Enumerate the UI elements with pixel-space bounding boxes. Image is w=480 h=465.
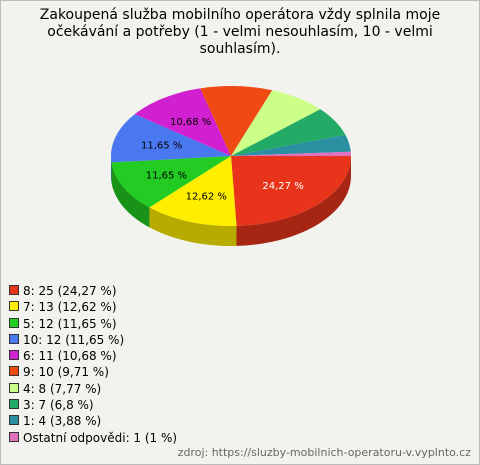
legend-label: 6: 11 (10,68 %) bbox=[23, 349, 117, 364]
pie-chart: 24,27 % 12,62 % 11,65 % 11,65 % 10,68 % bbox=[111, 86, 351, 246]
legend-item: Ostatní odpovědi: 1 (1 %) bbox=[9, 430, 177, 446]
legend-label: 7: 13 (12,62 %) bbox=[23, 300, 117, 315]
legend-item: 5: 12 (11,65 %) bbox=[9, 316, 177, 332]
slice bbox=[231, 151, 351, 156]
legend-label: 5: 12 (11,65 %) bbox=[23, 316, 117, 331]
slice bbox=[231, 156, 351, 226]
legend-label: 10: 12 (11,65 %) bbox=[23, 332, 125, 347]
source: zdroj: https://sluzby-mobilnich-operator… bbox=[177, 446, 471, 459]
slice-side bbox=[111, 156, 112, 183]
slice-label: 24,27 % bbox=[262, 181, 303, 192]
slice-side bbox=[236, 156, 351, 246]
slice bbox=[200, 86, 273, 156]
slice-label: 10,68 % bbox=[170, 117, 211, 128]
slice-label: 11,65 % bbox=[146, 171, 187, 182]
legend-swatch bbox=[9, 431, 19, 442]
legend-item: 3: 7 (6,8 %) bbox=[9, 397, 177, 413]
legend-item: 10: 12 (11,65 %) bbox=[9, 332, 177, 348]
legend-item: 1: 4 (3,88 %) bbox=[9, 413, 177, 429]
legend-item: 7: 13 (12,62 %) bbox=[9, 299, 177, 315]
legend-swatch bbox=[9, 333, 19, 344]
legend-label: Ostatní odpovědi: 1 (1 %) bbox=[23, 430, 178, 445]
slice bbox=[149, 156, 237, 226]
legend-swatch bbox=[9, 366, 19, 377]
legend-label: 3: 7 (6,8 %) bbox=[23, 398, 94, 413]
legend-swatch bbox=[9, 399, 19, 410]
slice bbox=[134, 88, 231, 156]
legend-item: 6: 11 (10,68 %) bbox=[9, 348, 177, 364]
legend-label: 9: 10 (9,71 %) bbox=[23, 365, 109, 380]
legend-label: 4: 8 (7,77 %) bbox=[23, 381, 102, 396]
slice-label: 12,62 % bbox=[186, 191, 227, 202]
legend-item: 9: 10 (9,71 %) bbox=[9, 364, 177, 380]
legend-label: 1: 4 (3,88 %) bbox=[23, 414, 102, 429]
legend-swatch bbox=[9, 301, 19, 312]
legend-item: 4: 8 (7,77 %) bbox=[9, 381, 177, 397]
slice bbox=[231, 134, 351, 156]
slice bbox=[111, 114, 231, 163]
legend: 8: 25 (24,27 %) 7: 13 (12,62 %) 5: 12 (11,… bbox=[9, 283, 177, 446]
slice-side bbox=[149, 207, 237, 246]
legend-item: 8: 25 (24,27 %) bbox=[9, 283, 177, 299]
legend-swatch bbox=[9, 317, 19, 328]
slice bbox=[231, 90, 321, 156]
slice-label: 11,65 % bbox=[141, 141, 182, 152]
slice-side bbox=[111, 162, 150, 228]
slice bbox=[231, 109, 346, 156]
slice bbox=[111, 156, 231, 208]
legend-swatch bbox=[9, 382, 19, 393]
chart-title: Zakoupená služba mobilního operátora vžd… bbox=[39, 7, 441, 57]
legend-swatch bbox=[9, 285, 19, 295]
legend-label: 8: 25 (24,27 %) bbox=[23, 284, 117, 298]
legend-swatch bbox=[9, 350, 19, 361]
legend-swatch bbox=[9, 415, 19, 426]
